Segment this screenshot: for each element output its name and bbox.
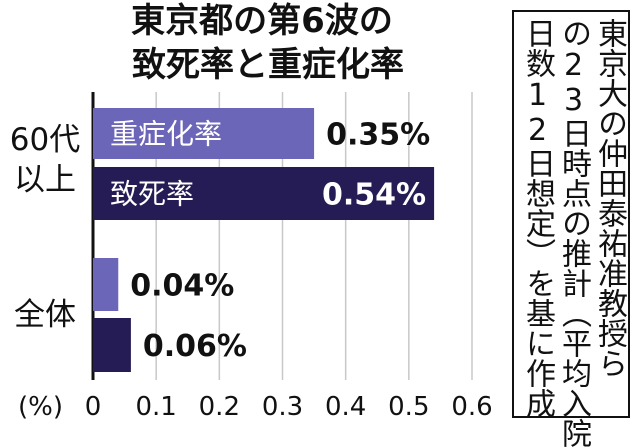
bar-value-label: 0.04% <box>130 269 234 304</box>
source-note-box: 東京大の仲田泰祐准教授ら の23日時点の推計（平均入院 日数12日想定）を基に作… <box>512 10 630 448</box>
x-tick-label: 0.6 <box>451 392 492 422</box>
chart-title-line-2: 致死率と重症化率 <box>132 45 404 85</box>
bar <box>93 318 131 372</box>
x-tick-label: 0.2 <box>199 392 240 422</box>
category-label: 以上 <box>14 162 76 198</box>
bar <box>93 108 315 159</box>
x-tick-label: 0.3 <box>262 392 303 422</box>
bar-value-label: 0.06% <box>143 329 247 364</box>
x-tick-label: 0 <box>85 392 102 422</box>
bars: 重症化率 0.35% 致死率 0.54% 0.04% 0.06% <box>93 108 435 372</box>
bar-value-label: 0.35% <box>326 118 430 153</box>
x-axis-ticks: 0 0.1 0.2 0.3 0.4 0.5 0.6 <box>85 392 493 422</box>
source-note-column-3: 日数12日想定）を基に作成 <box>520 18 555 418</box>
x-tick-label: 0.4 <box>325 392 366 422</box>
chart-title: 東京都の第6波の 致死率と重症化率 <box>131 1 404 85</box>
bar-series-label: 重症化率 <box>110 118 222 151</box>
x-tick-label: 0.1 <box>135 392 176 422</box>
chart: 東京都の第6波の 致死率と重症化率 重症化率 0.35% 致死率 0.54% 0.04%… <box>10 1 493 422</box>
bar <box>93 258 119 311</box>
bar-series-label: 致死率 <box>110 178 194 211</box>
x-tick-label: 0.5 <box>388 392 429 422</box>
source-note-column-1: 東京大の仲田泰祐准教授ら <box>592 18 627 378</box>
source-note-column-2: の23日時点の推計（平均入院 <box>556 18 591 448</box>
unit-label: (%) <box>18 392 63 422</box>
chart-title-line-1: 東京都の第6波の <box>131 1 393 41</box>
category-label: 全体 <box>14 297 76 333</box>
category-label: 60代 <box>10 122 80 158</box>
bar-value-label: 0.54% <box>322 178 426 213</box>
bar <box>93 167 435 220</box>
